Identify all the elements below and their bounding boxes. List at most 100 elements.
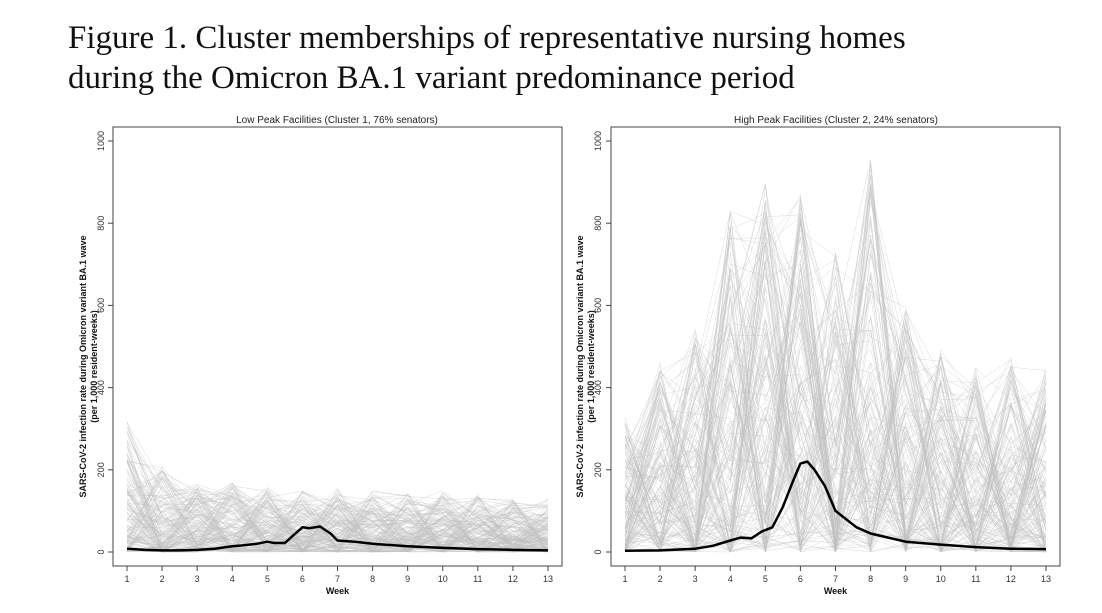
- y-tick-label: 800: [96, 216, 106, 231]
- facility-line: [624, 175, 1047, 551]
- facility-line: [624, 250, 1047, 553]
- facility-line: [624, 213, 1047, 545]
- facility-line: [126, 495, 549, 553]
- x-axis-label: Week: [326, 586, 350, 596]
- facility-line: [624, 378, 1047, 552]
- y-tick-label: 600: [593, 298, 603, 313]
- facility-line: [624, 277, 1047, 553]
- x-axis-label: Week: [824, 586, 848, 596]
- facility-line: [624, 184, 1047, 552]
- facility-line: [624, 249, 1047, 544]
- facility-line: [624, 239, 1047, 551]
- facility-line: [126, 446, 549, 553]
- facility-line: [624, 239, 1047, 553]
- facility-line: [624, 183, 1047, 553]
- x-tick-label: 7: [335, 574, 340, 584]
- facility-line: [624, 405, 1047, 551]
- facility-line: [126, 491, 549, 553]
- facility-line: [624, 237, 1047, 553]
- facility-line: [624, 329, 1047, 553]
- figure-title: Figure 1. Cluster memberships of represe…: [68, 18, 1068, 98]
- x-tick-label: 8: [868, 574, 873, 584]
- y-tick-label: 400: [593, 380, 603, 395]
- facility-line: [624, 385, 1047, 552]
- x-tick-label: 13: [1041, 574, 1051, 584]
- panel-high-peak: High Peak Facilities (Cluster 2, 24% sen…: [575, 115, 1061, 596]
- facility-line: [126, 460, 549, 553]
- facility-line: [624, 364, 1047, 552]
- facility-line: [624, 341, 1047, 549]
- facility-line: [126, 511, 549, 552]
- y-tick-label: 200: [96, 462, 106, 477]
- facility-line: [126, 489, 549, 553]
- individual-facility-lines: [126, 421, 549, 553]
- panel-title: High Peak Facilities (Cluster 2, 24% sen…: [734, 115, 938, 126]
- facility-line: [126, 500, 549, 552]
- facility-line: [126, 497, 549, 553]
- x-tick-label: 5: [763, 574, 768, 584]
- facility-line: [624, 323, 1047, 530]
- y-tick-label: 600: [96, 298, 106, 313]
- x-tick-label: 4: [230, 574, 235, 584]
- x-tick-label: 8: [370, 574, 375, 584]
- y-axis-label-line2: (per 1,000 resident-weeks): [89, 310, 99, 423]
- facility-line: [126, 488, 549, 552]
- facility-line: [126, 507, 549, 553]
- y-tick-label: 0: [96, 549, 106, 554]
- x-tick-label: 12: [1006, 574, 1016, 584]
- facility-line: [624, 318, 1047, 548]
- x-tick-label: 10: [438, 574, 448, 584]
- facility-line: [126, 497, 549, 553]
- x-tick-label: 4: [728, 574, 733, 584]
- facility-line: [126, 493, 549, 552]
- x-tick-label: 5: [265, 574, 270, 584]
- facility-line: [624, 413, 1047, 553]
- facility-line: [624, 201, 1047, 547]
- x-tick-label: 10: [936, 574, 946, 584]
- facility-line: [624, 281, 1047, 552]
- x-tick-label: 6: [300, 574, 305, 584]
- x-tick-label: 2: [658, 574, 663, 584]
- facility-line: [624, 227, 1047, 546]
- facility-line: [126, 490, 549, 552]
- y-axis-label-line1: SARS-CoV-2 infection rate during Omicron…: [78, 235, 88, 497]
- facility-line: [126, 460, 549, 552]
- facility-line: [126, 499, 549, 550]
- y-axis-label-line2: (per 1,000 resident-weeks): [586, 310, 596, 423]
- facility-line: [624, 269, 1047, 552]
- facility-line: [126, 493, 549, 552]
- facility-line: [624, 294, 1047, 538]
- x-tick-label: 7: [833, 574, 838, 584]
- facility-line: [624, 232, 1047, 553]
- x-tick-label: 9: [903, 574, 908, 584]
- x-tick-label: 3: [195, 574, 200, 584]
- panel-low-peak: Low Peak Facilities (Cluster 1, 76% sena…: [78, 115, 563, 596]
- y-tick-label: 0: [593, 549, 603, 554]
- facility-line: [624, 210, 1047, 553]
- facility-line: [624, 160, 1047, 553]
- facility-line: [624, 320, 1047, 552]
- facility-line: [624, 267, 1047, 543]
- facility-line: [624, 269, 1047, 553]
- facility-line: [624, 212, 1047, 549]
- y-tick-label: 800: [593, 216, 603, 231]
- facility-line: [624, 344, 1047, 552]
- facility-line: [126, 500, 549, 553]
- cluster-mean-line: [624, 460, 1047, 553]
- facility-line: [126, 454, 549, 550]
- x-tick-label: 13: [543, 574, 553, 584]
- facility-line: [126, 500, 549, 553]
- facility-line: [624, 359, 1047, 552]
- x-tick-label: 3: [693, 574, 698, 584]
- facility-line: [624, 229, 1047, 552]
- figure-title-line2: during the Omicron BA.1 variant predomin…: [68, 60, 795, 96]
- facility-line: [126, 489, 549, 553]
- facility-line: [624, 266, 1047, 549]
- facility-line: [126, 432, 549, 553]
- panel-title: Low Peak Facilities (Cluster 1, 76% sena…: [236, 115, 438, 126]
- x-tick-label: 11: [473, 574, 482, 584]
- x-tick-label: 9: [405, 574, 410, 584]
- facility-line: [126, 497, 549, 553]
- facility-line: [624, 286, 1047, 550]
